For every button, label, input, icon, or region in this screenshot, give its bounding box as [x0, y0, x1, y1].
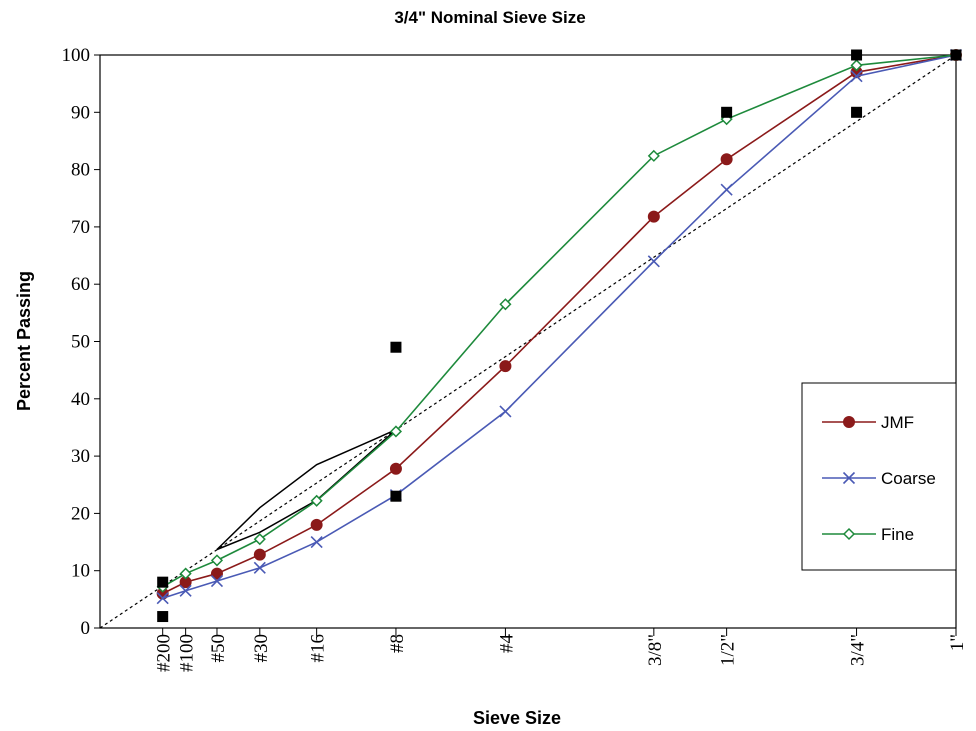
legend-marker: [842, 471, 856, 485]
marker-stroke: [253, 561, 266, 574]
control-point: [390, 341, 402, 353]
series-point-fine: [179, 567, 192, 580]
marker-stroke: [156, 592, 169, 605]
series-point-coarse: [156, 592, 169, 605]
control-point: [157, 611, 169, 623]
marker-stroke: [179, 584, 192, 597]
series-point-jmf: [310, 518, 323, 531]
marker-stroke: [499, 405, 512, 418]
restricted-zone-upper: [216, 429, 397, 551]
series-point-coarse: [647, 255, 660, 268]
control-point: [950, 49, 962, 61]
y-tick-label: 50: [71, 332, 90, 353]
legend-entry-jmf: JMF: [822, 413, 914, 432]
series-point-jmf: [389, 462, 402, 475]
series-point-coarse: [210, 574, 224, 588]
series-point-fine: [310, 494, 323, 507]
control-point: [157, 576, 169, 588]
y-tick-label: 80: [71, 160, 90, 181]
x-tick-label: #200: [154, 634, 175, 672]
legend-label: JMF: [881, 413, 914, 432]
y-tick-label: 0: [81, 618, 91, 639]
series-point-fine: [499, 298, 512, 311]
restricted-zone-lower: [216, 429, 397, 551]
x-tick-label: #30: [251, 634, 272, 663]
x-axis: #200 #100 #50 #30 #16 #8 #4 3/8" 1/2" 3/4" 1": [154, 628, 968, 672]
marker-stroke: [842, 471, 856, 485]
x-tick-label: 3/8": [645, 634, 666, 666]
series-point-jmf: [720, 153, 733, 166]
legend-label: Coarse: [881, 469, 936, 488]
legend-marker: [843, 416, 855, 428]
series-point-coarse: [253, 561, 266, 574]
control-points: [157, 49, 962, 623]
marker-stroke: [210, 574, 224, 588]
control-point: [721, 106, 733, 118]
x-tick-label: 3/4": [848, 634, 869, 666]
marker-stroke: [647, 255, 660, 268]
series-point-coarse: [310, 535, 323, 549]
series-point-jmf: [210, 567, 223, 580]
series-point-jmf: [499, 360, 512, 373]
marker-stroke: [850, 70, 863, 83]
legend: JMF Coarse Fine: [801, 382, 957, 571]
y-tick-label: 70: [71, 217, 90, 238]
marker-stroke: [310, 535, 323, 549]
y-tick-label: 10: [71, 561, 90, 582]
series-point-jmf: [647, 210, 660, 223]
marker-stroke: [720, 183, 733, 196]
series-point-coarse: [179, 584, 192, 597]
y-tick-label: 60: [71, 274, 90, 295]
legend-entry-coarse: Coarse: [822, 469, 936, 488]
y-tick-label: 90: [71, 102, 90, 123]
series-point-coarse: [720, 183, 733, 196]
y-axis: 0 10 20 30 40 50 60 70 80 90 100: [62, 45, 100, 639]
x-tick-label: #4: [496, 634, 517, 654]
series-point-coarse: [499, 405, 512, 418]
x-tick-label: #100: [177, 634, 198, 672]
y-tick-label: 40: [71, 389, 90, 410]
x-tick-label: #8: [387, 634, 408, 653]
series-fine: [156, 48, 963, 593]
control-point: [390, 490, 402, 502]
x-axis-title: Sieve Size: [473, 708, 561, 728]
control-point: [851, 106, 863, 118]
legend-box: [801, 382, 957, 571]
series-point-jmf: [253, 548, 266, 561]
restricted-zone: [216, 429, 397, 551]
max-density-path: [99, 54, 957, 629]
chart-title: 3/4" Nominal Sieve Size: [394, 8, 585, 27]
legend-marker: [842, 527, 856, 541]
y-tick-label: 100: [62, 45, 91, 66]
x-tick-label: 1/2": [718, 634, 739, 666]
x-tick-label: #16: [308, 634, 329, 663]
series-point-fine: [210, 554, 224, 567]
series-point-coarse: [850, 70, 863, 83]
legend-entry-fine: Fine: [822, 525, 914, 544]
series-point-fine: [253, 533, 266, 546]
x-tick-label: #50: [208, 634, 229, 663]
legend-label: Fine: [881, 525, 914, 544]
y-tick-label: 20: [71, 503, 90, 524]
y-axis-title: Percent Passing: [14, 271, 34, 411]
y-tick-label: 30: [71, 446, 90, 467]
max-density-line: [99, 54, 957, 629]
series-point-fine: [647, 149, 660, 162]
control-point: [851, 49, 863, 61]
x-tick-label: 1": [947, 634, 968, 651]
series-point-fine: [389, 425, 403, 438]
series-point-fine: [850, 59, 863, 72]
